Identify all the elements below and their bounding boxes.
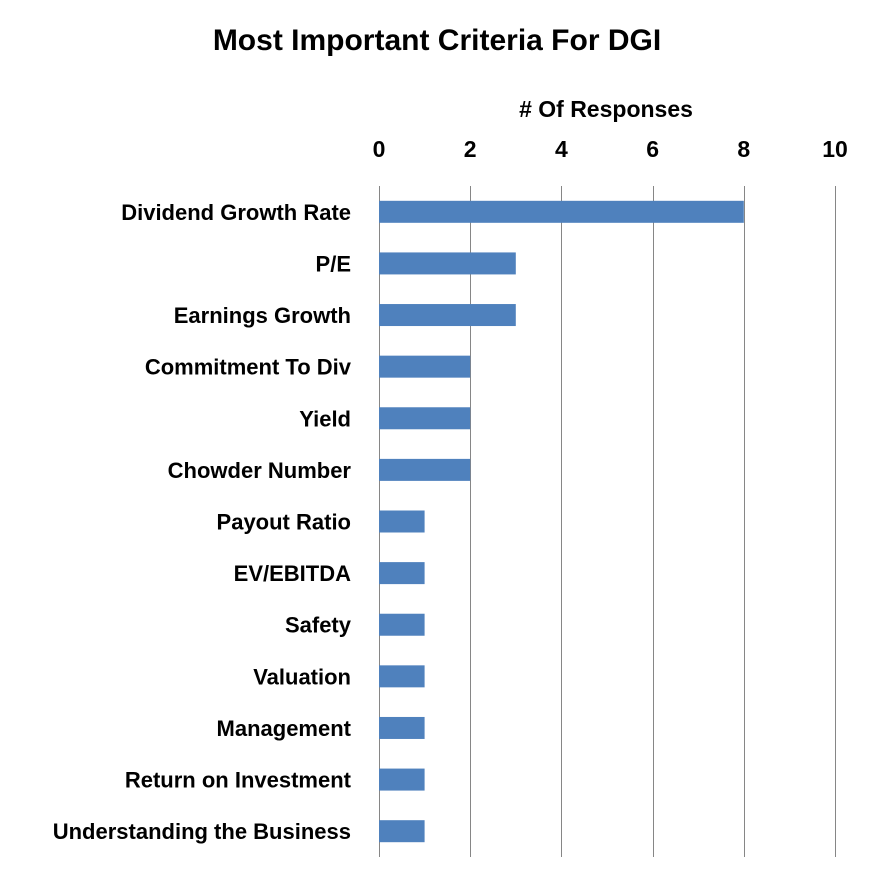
x-tick-label: 6 bbox=[646, 136, 659, 162]
bar bbox=[379, 407, 471, 430]
category-label: Management bbox=[217, 716, 352, 741]
category-label: Dividend Growth Rate bbox=[121, 200, 351, 225]
bar bbox=[379, 665, 425, 688]
category-label: Understanding the Business bbox=[53, 819, 351, 844]
bar bbox=[379, 562, 425, 585]
bar bbox=[379, 768, 425, 791]
x-tick-label: 0 bbox=[373, 136, 386, 162]
category-label: Valuation bbox=[253, 664, 351, 689]
x-tick-label: 2 bbox=[464, 136, 477, 162]
x-tick-label: 8 bbox=[737, 136, 750, 162]
category-label: Commitment To Div bbox=[145, 355, 352, 380]
gridlines bbox=[379, 186, 836, 857]
category-label: Earnings Growth bbox=[174, 303, 351, 328]
category-label: P/E bbox=[316, 251, 351, 276]
bar bbox=[379, 510, 425, 533]
bar bbox=[379, 458, 471, 481]
bar bbox=[379, 355, 471, 378]
bar bbox=[379, 716, 425, 739]
category-label: Return on Investment bbox=[125, 768, 352, 793]
bar bbox=[379, 613, 425, 636]
x-tick-labels: 0 2 4 6 8 10 bbox=[373, 136, 848, 162]
chart-title: Most Important Criteria For DGI bbox=[213, 24, 661, 57]
bar bbox=[379, 304, 516, 327]
bar bbox=[379, 820, 425, 843]
category-label: EV/EBITDA bbox=[234, 561, 351, 586]
category-label: Payout Ratio bbox=[217, 510, 351, 535]
x-axis-title: # Of Responses bbox=[519, 96, 693, 122]
category-label: Safety bbox=[285, 613, 352, 638]
category-label: Chowder Number bbox=[168, 458, 352, 483]
x-tick-label: 4 bbox=[555, 136, 568, 162]
category-labels: Dividend Growth Rate P/E Earnings Growth Co… bbox=[53, 200, 352, 844]
category-label: Yield bbox=[299, 406, 351, 431]
x-tick-label: 10 bbox=[822, 136, 848, 162]
bar bbox=[379, 252, 516, 275]
bars bbox=[379, 200, 744, 843]
bar bbox=[379, 200, 744, 223]
